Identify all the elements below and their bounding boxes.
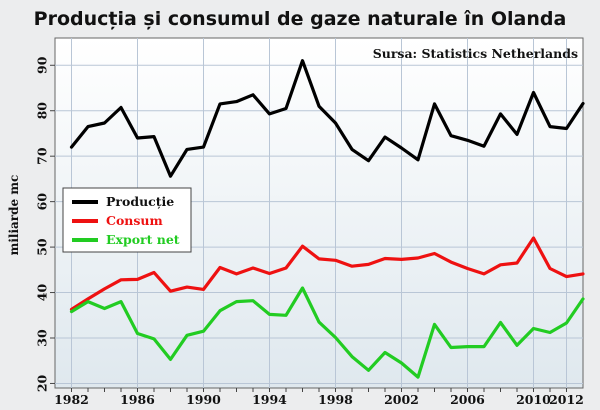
series-line-0 (69, 59, 585, 178)
y-tick-label: 20 (35, 374, 50, 392)
x-tick-label: 2006 (450, 392, 485, 407)
y-tick-label: 60 (35, 193, 50, 211)
x-tick-label: 2002 (384, 392, 419, 407)
x-tick-label: 1982 (54, 392, 89, 407)
x-tick-label: 2010 (516, 392, 551, 407)
y-tick-label: 40 (35, 284, 50, 302)
legend-label-0: Producție (106, 194, 174, 209)
series-line-2 (69, 286, 585, 379)
y-axis-ticks: 20 30 40 50 60 70 80 90 (35, 56, 55, 392)
source-note: Sursa: Statistics Netherlands (373, 46, 578, 61)
y-tick-label: 70 (35, 147, 50, 165)
x-tick-label: 1994 (252, 392, 287, 407)
y-tick-label: 80 (35, 102, 50, 120)
x-tick-label: 1986 (120, 392, 155, 407)
series-line-1 (69, 236, 585, 311)
y-tick-label: 50 (35, 238, 50, 256)
legend-label-2: Export net (106, 232, 180, 247)
y-tick-label: 30 (35, 329, 50, 347)
chart-title: Producția și consumul de gaze naturale î… (34, 8, 567, 30)
x-tick-label: 1990 (186, 392, 221, 407)
y-axis-label: miliarde mc (7, 175, 21, 256)
y-tick-label: 90 (35, 56, 50, 74)
legend-label-1: Consum (106, 213, 163, 228)
x-tick-label: 2012 (549, 392, 584, 407)
x-tick-label: 1998 (318, 392, 353, 407)
series-lines (69, 59, 585, 379)
legend: Producție Consum Export net (62, 187, 192, 253)
